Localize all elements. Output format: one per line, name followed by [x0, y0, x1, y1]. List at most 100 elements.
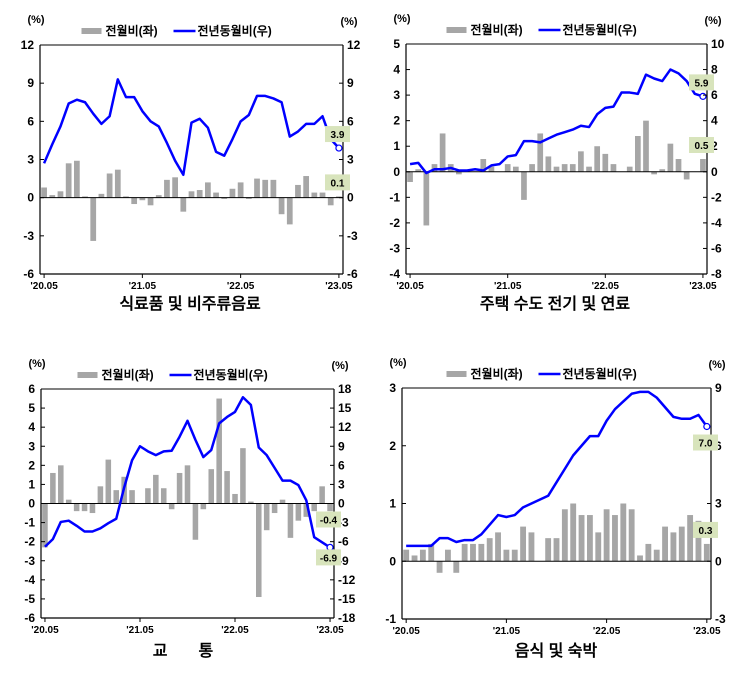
bar-mom-14 [145, 488, 151, 503]
bar-mom-14 [513, 167, 519, 172]
left-unit-label: (%) [28, 358, 45, 370]
left-unit-label: (%) [27, 14, 44, 26]
bar-mom-7 [453, 561, 459, 573]
bar-mom-7 [90, 198, 96, 241]
bar-mom-33 [668, 144, 674, 172]
legend-line-label: 전년동월비(우) [194, 367, 268, 382]
bar-mom-8 [99, 194, 105, 198]
bar-mom-13 [503, 550, 509, 562]
line-point-last [704, 424, 710, 430]
left-tick-label: -1 [24, 516, 35, 530]
legend-bar-swatch [82, 28, 102, 34]
bar-mom-2 [50, 473, 56, 504]
left-tick-label: -2 [24, 535, 35, 549]
bar-mom-21 [570, 504, 576, 562]
left-tick-label: 2 [28, 458, 35, 472]
left-tick-label: -1 [389, 190, 400, 204]
x-tick-label: '22.05 [227, 281, 255, 292]
bar-mom-10 [115, 170, 121, 198]
bar-mom-19 [189, 191, 195, 197]
left-tick-label: 1 [393, 139, 400, 153]
bar-mom-18 [177, 473, 183, 504]
bar-mom-35 [687, 515, 693, 561]
left-tick-label: 2 [393, 114, 400, 128]
right-tick-label: 9 [338, 439, 345, 453]
bar-mom-35 [320, 193, 326, 198]
left-tick-label: 0 [27, 191, 34, 205]
right-unit-label: (%) [704, 15, 721, 27]
left-tick-label: -3 [23, 229, 34, 243]
left-tick-label: -6 [23, 267, 34, 281]
bar-mom-23 [216, 399, 222, 504]
bar-mom-10 [478, 544, 484, 561]
bar-mom-20 [562, 509, 568, 561]
bar-mom-30 [279, 198, 285, 215]
bar-mom-30 [645, 544, 651, 561]
left-tick-label: 6 [27, 114, 34, 128]
bar-mom-13 [505, 164, 511, 172]
legend-bar-label: 전월비(좌) [102, 367, 154, 382]
left-tick-label: 6 [28, 382, 35, 396]
bar-mom-18 [545, 538, 551, 561]
bar-mom-36 [319, 486, 325, 503]
bar-mom-17 [172, 177, 178, 197]
left-tick-label: 2 [389, 439, 396, 453]
bar-mom-20 [193, 504, 199, 540]
bar-mom-7 [90, 504, 96, 514]
bar-mom-37 [704, 544, 710, 561]
bar-mom-22 [208, 469, 214, 503]
bar-mom-12 [129, 490, 135, 503]
left-tick-label: -1 [385, 612, 396, 626]
left-tick-label: -6 [24, 611, 35, 625]
left-tick-label: 3 [27, 153, 34, 167]
bar-mom-28 [256, 504, 262, 598]
bar-mom-8 [462, 544, 468, 561]
x-tick-label: '21.05 [493, 626, 521, 637]
bar-mom-18 [180, 198, 186, 212]
bar-mom-3 [423, 172, 429, 226]
bar-mom-34 [679, 527, 685, 562]
bar-mom-30 [272, 504, 278, 514]
x-tick-label: '22.05 [221, 625, 249, 636]
chart-panel-4: (%)(%)전월비(좌)전년동월비(우)-10123-30369'20.05'2… [385, 357, 726, 660]
left-tick-label: 4 [393, 63, 400, 77]
right-unit-label: (%) [340, 16, 357, 28]
bar-mom-34 [311, 193, 317, 198]
chart-title: 식료품 및 비주류음료 [119, 294, 261, 313]
right-tick-label: -6 [338, 535, 349, 549]
bar-mom-5 [74, 161, 80, 198]
right-tick-label: -12 [338, 573, 356, 587]
left-tick-label: -3 [24, 554, 35, 568]
bar-mom-9 [107, 173, 113, 197]
x-tick-label: '23.05 [693, 626, 721, 637]
right-tick-label: 3 [347, 153, 354, 167]
callout-yoy-label: 3.9 [331, 130, 345, 141]
x-tick-label: '23.05 [325, 281, 353, 292]
left-tick-label: 5 [393, 37, 400, 51]
bar-mom-28 [627, 167, 633, 172]
callout-yoy-label: 5.9 [695, 78, 709, 89]
bar-mom-31 [280, 500, 286, 504]
callout-yoy-label: -6.9 [320, 553, 338, 564]
bar-mom-14 [148, 198, 154, 206]
right-tick-label: -6 [347, 267, 358, 281]
bar-mom-26 [612, 515, 618, 561]
bar-mom-1 [41, 187, 47, 197]
legend-bar-label: 전월비(좌) [471, 366, 523, 381]
bar-mom-16 [164, 180, 170, 198]
bar-mom-32 [288, 504, 294, 538]
bar-mom-3 [58, 465, 64, 503]
bar-mom-2 [412, 555, 418, 561]
left-tick-label: -4 [24, 573, 35, 587]
x-tick-label: '21.05 [494, 281, 522, 292]
bar-mom-10 [113, 490, 119, 503]
bar-mom-35 [311, 504, 317, 512]
bar-mom-23 [586, 167, 592, 172]
left-tick-label: 3 [28, 439, 35, 453]
bar-mom-22 [579, 515, 585, 561]
bar-mom-12 [131, 198, 137, 204]
bar-mom-17 [537, 133, 543, 171]
x-tick-label: '20.05 [31, 625, 59, 636]
legend-line-label: 전년동월비(우) [563, 22, 637, 37]
left-tick-label: 12 [21, 38, 35, 52]
